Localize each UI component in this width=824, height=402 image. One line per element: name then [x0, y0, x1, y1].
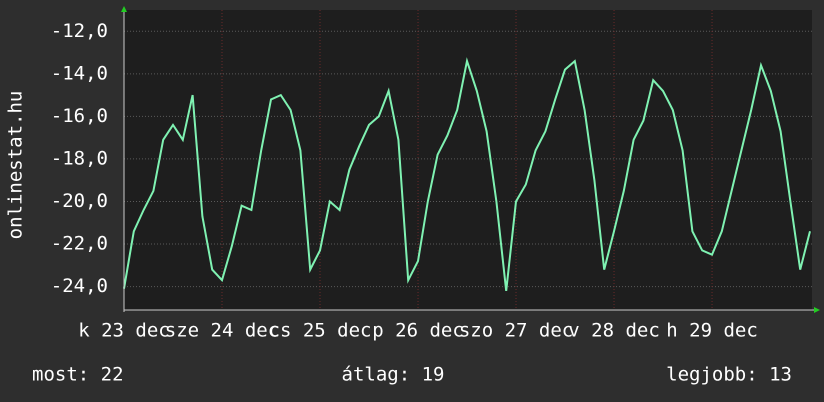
- y-tick-label: -18,0: [51, 147, 108, 169]
- y-tick-label: -14,0: [51, 62, 108, 84]
- x-tick-label: szo 27 dec: [459, 320, 573, 342]
- marks: [123, 57, 811, 292]
- footer-now: most: 22: [32, 364, 124, 386]
- x-tick-label: p 26 dec: [372, 320, 464, 342]
- x-tick-label: h 29 dec: [666, 320, 758, 342]
- x-arrow: [814, 307, 820, 313]
- x-tick-label: v 28 dec: [568, 320, 660, 342]
- y-arrow: [121, 6, 127, 12]
- x-tick-label: cs 25 dec: [269, 320, 372, 342]
- footer-avg: átlag: 19: [342, 364, 445, 386]
- plot-area: [124, 10, 812, 310]
- x-tick-label: sze 24 dec: [165, 320, 279, 342]
- y-tick-label: -16,0: [51, 105, 108, 127]
- series-line: [123, 57, 811, 292]
- footer-best: legjobb: 13: [666, 364, 792, 386]
- y-tick-label: -24,0: [51, 275, 108, 297]
- y-tick-label: -22,0: [51, 233, 108, 255]
- y-axis-label: onlinestat.hu: [5, 91, 27, 240]
- x-tick-label: k 23 dec: [78, 320, 170, 342]
- y-tick-label: -12,0: [51, 20, 108, 42]
- y-tick-label: -20,0: [51, 190, 108, 212]
